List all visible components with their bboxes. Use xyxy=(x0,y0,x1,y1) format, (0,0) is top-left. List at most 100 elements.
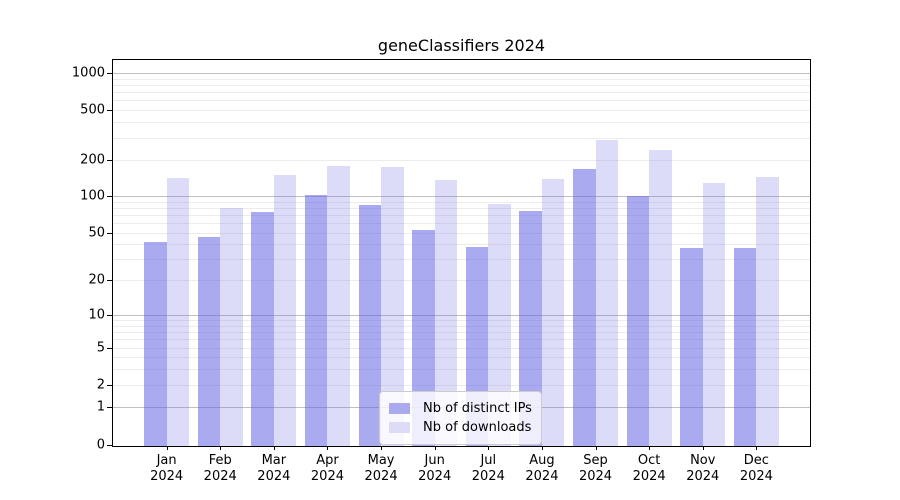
gridline xyxy=(113,331,810,333)
x-tick-mark xyxy=(649,446,651,450)
bar-ips-may xyxy=(358,205,382,446)
gridline xyxy=(113,137,810,139)
bar-downloads-apr xyxy=(327,166,350,446)
x-tick-mark xyxy=(273,446,275,450)
y-tick-label: 1000 xyxy=(71,65,105,81)
y-tick-mark xyxy=(107,348,112,349)
x-tick-mark xyxy=(541,446,543,450)
legend: Nb of distinct IPs Nb of downloads xyxy=(379,391,542,445)
bars-layer xyxy=(113,60,810,446)
gridline xyxy=(113,160,810,161)
x-tick-label-jul: Jul 2024 xyxy=(471,453,505,484)
bar-downloads-aug xyxy=(541,179,565,446)
chart-title: geneClassifiers 2024 xyxy=(377,36,546,55)
x-tick-mark xyxy=(595,446,597,450)
y-tick-mark xyxy=(107,73,112,74)
gridline xyxy=(113,100,810,102)
y-tick-label: 50 xyxy=(88,225,105,241)
bar-downloads-may xyxy=(381,167,404,446)
bar-ips-aug xyxy=(519,210,542,446)
y-tick-label: 1 xyxy=(96,399,105,415)
gridline xyxy=(113,280,810,281)
bar-ips-apr xyxy=(304,194,328,446)
bar-downloads-feb xyxy=(220,207,243,446)
y-tick-label: 5 xyxy=(96,340,105,356)
gridline xyxy=(113,215,810,217)
y-tick-mark xyxy=(107,385,112,386)
y-tick-label: 100 xyxy=(80,188,105,204)
x-tick-label-may: May 2024 xyxy=(364,453,398,484)
x-tick-label-feb: Feb 2024 xyxy=(203,453,237,484)
x-tick-mark xyxy=(327,446,329,450)
gridline xyxy=(113,78,810,80)
x-tick-label-jan: Jan 2024 xyxy=(150,453,184,484)
gridline xyxy=(113,348,810,349)
x-tick-label-jun: Jun 2024 xyxy=(418,453,452,484)
y-tick-mark xyxy=(107,160,112,161)
x-tick-label-oct: Oct 2024 xyxy=(632,453,666,484)
gridline xyxy=(113,259,810,261)
bar-ips-nov xyxy=(680,248,703,446)
legend-item-downloads: Nb of downloads xyxy=(389,419,532,436)
y-tick-label: 500 xyxy=(80,102,105,118)
x-tick-mark xyxy=(381,446,383,450)
y-tick-label: 2 xyxy=(96,377,105,393)
x-tick-mark xyxy=(434,446,436,450)
x-tick-mark xyxy=(220,446,222,450)
bar-downloads-jun xyxy=(434,180,458,446)
y-tick-mark xyxy=(107,407,112,408)
gridline xyxy=(113,223,810,225)
gridline xyxy=(113,84,810,86)
bar-ips-jan xyxy=(144,241,167,446)
gridline xyxy=(113,73,810,74)
gridline xyxy=(113,357,810,358)
gridline xyxy=(113,196,810,197)
bar-ips-dec xyxy=(733,248,757,446)
gridline xyxy=(113,320,810,322)
gridline xyxy=(113,233,810,234)
bar-ips-sep xyxy=(573,169,596,446)
x-tick-label-dec: Dec 2024 xyxy=(739,453,773,484)
bar-downloads-sep xyxy=(595,140,619,446)
y-tick-label: 10 xyxy=(88,307,105,323)
bar-downloads-dec xyxy=(756,177,779,446)
y-tick-label: 200 xyxy=(80,152,105,168)
y-tick-label: 0 xyxy=(96,437,105,453)
gridline xyxy=(113,110,810,111)
y-tick-mark xyxy=(107,196,112,197)
gridline xyxy=(113,122,810,124)
legend-label: Nb of distinct IPs xyxy=(423,401,532,416)
gridline xyxy=(113,368,810,370)
bar-ips-mar xyxy=(251,211,274,446)
gridline xyxy=(113,315,810,316)
y-tick-label: 20 xyxy=(88,272,105,288)
bar-ips-oct xyxy=(626,195,650,446)
x-tick-label-sep: Sep 2024 xyxy=(578,453,613,484)
x-tick-mark xyxy=(488,446,490,450)
legend-swatch-downloads xyxy=(389,422,410,433)
y-tick-mark xyxy=(107,445,112,446)
legend-item-distinct-ips: Nb of distinct IPs xyxy=(389,400,532,417)
gridline xyxy=(113,385,810,386)
bar-downloads-nov xyxy=(702,182,726,446)
plot-area xyxy=(112,59,811,447)
gridline xyxy=(113,244,810,246)
x-tick-mark xyxy=(702,446,704,450)
bar-downloads-mar xyxy=(273,175,297,446)
x-tick-label-nov: Nov 2024 xyxy=(686,453,720,484)
y-tick-mark xyxy=(107,315,112,316)
bar-downloads-jul xyxy=(488,204,511,446)
bar-downloads-oct xyxy=(649,149,672,446)
gridline xyxy=(113,92,810,94)
legend-label: Nb of downloads xyxy=(423,420,532,435)
y-tick-mark xyxy=(107,280,112,281)
gridline xyxy=(113,201,810,203)
x-tick-label-mar: Mar 2024 xyxy=(257,453,291,484)
x-tick-mark xyxy=(756,446,758,450)
x-tick-label-apr: Apr 2024 xyxy=(310,453,344,484)
gridline xyxy=(113,325,810,327)
gridlines-layer xyxy=(113,60,810,446)
gridline xyxy=(113,207,810,209)
bar-downloads-jan xyxy=(166,177,190,446)
